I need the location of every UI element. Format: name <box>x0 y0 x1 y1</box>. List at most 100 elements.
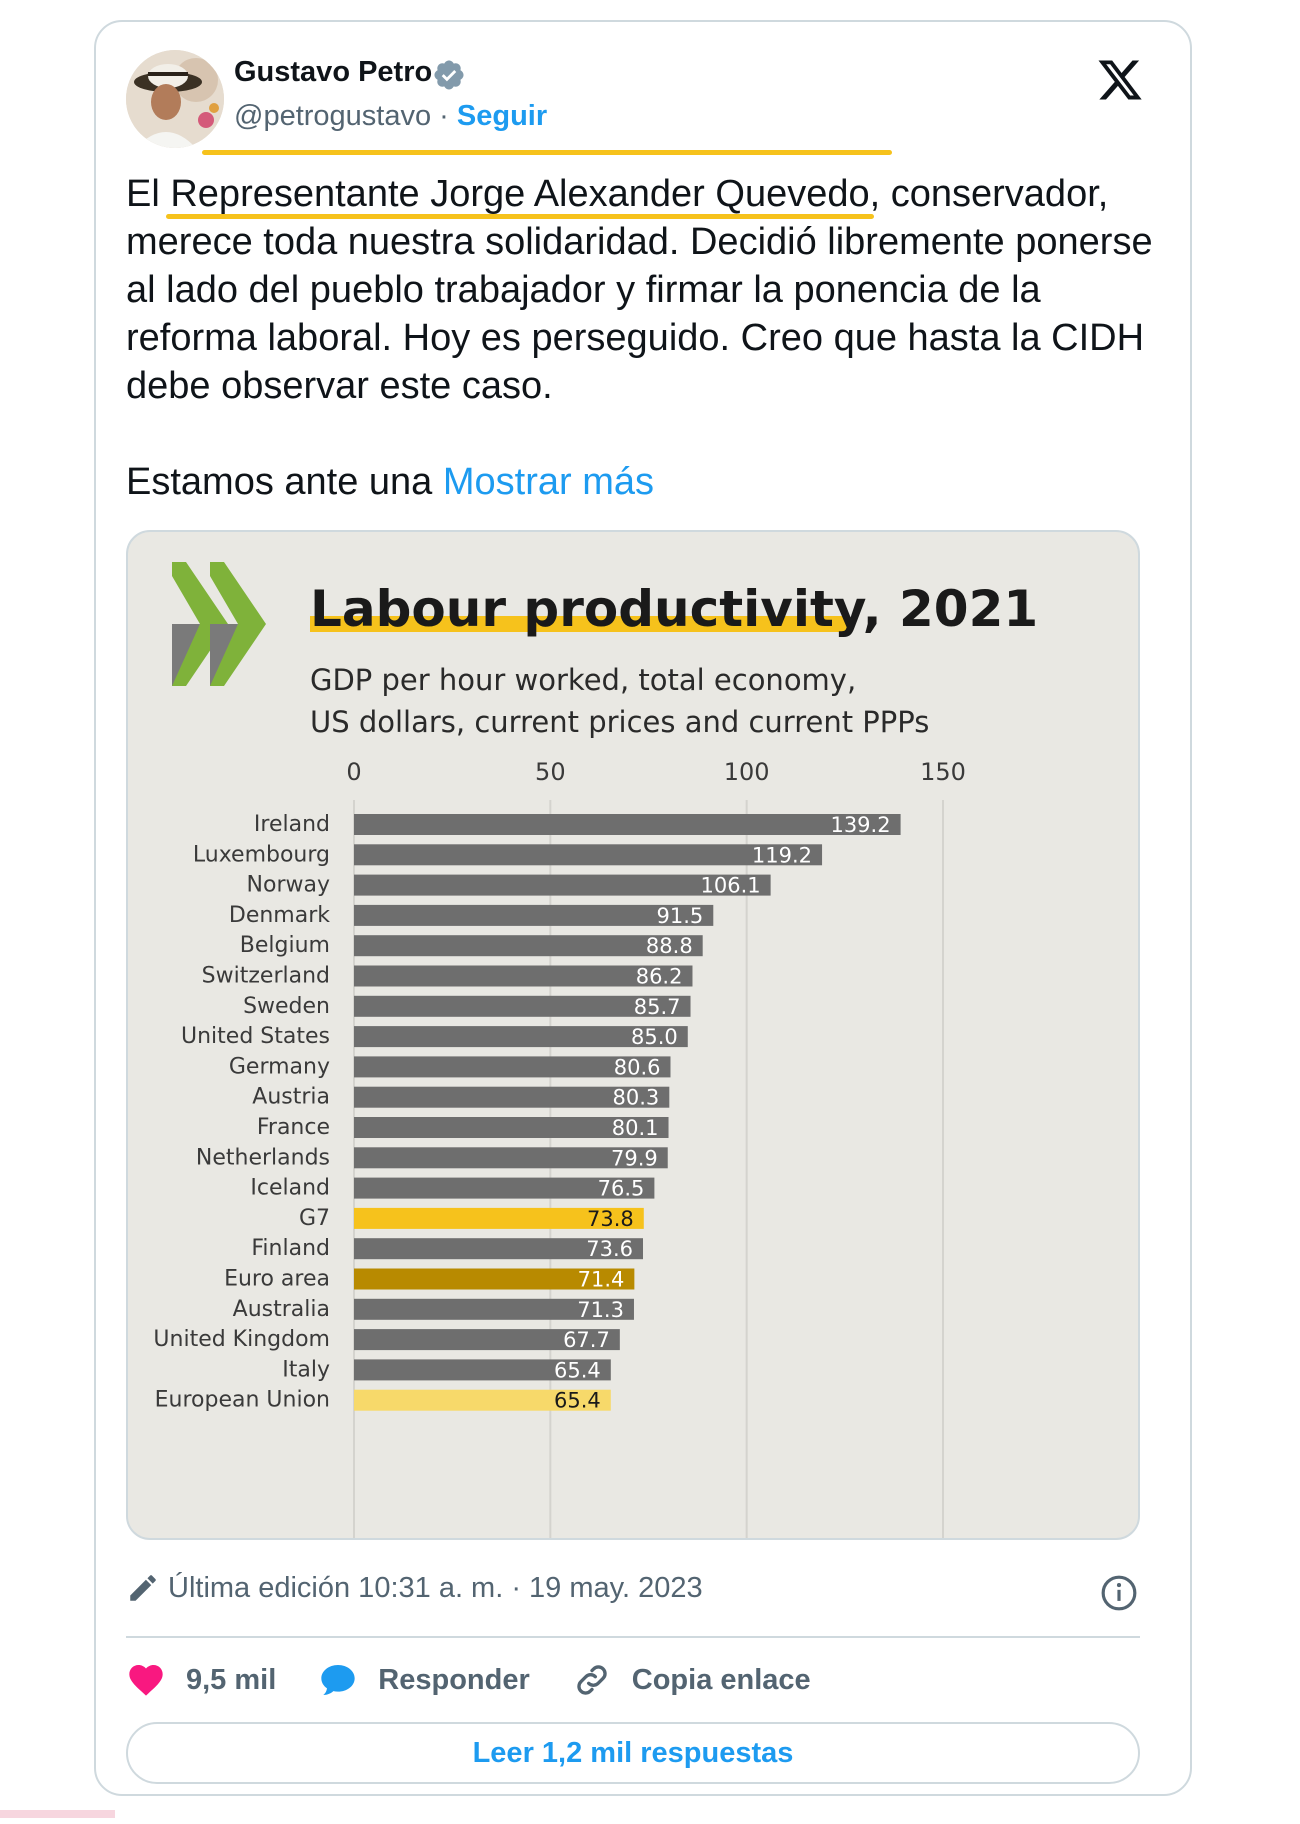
x-tick-label: 150 <box>920 758 966 786</box>
bar-iceland <box>354 1177 655 1199</box>
tweet-paragraph-2: Estamos ante una Mostrar más <box>126 458 1166 506</box>
value-label: 106.1 <box>700 874 760 898</box>
tweet-media-image[interactable]: Labour productivity, 2021 GDP per hour w… <box>126 530 1140 1540</box>
x-tick-label: 50 <box>535 758 566 786</box>
highlighted-name: Representante Jorge Alexander Quevedo <box>170 173 870 215</box>
value-label: 80.3 <box>613 1086 660 1110</box>
copy-link-label: Copia enlace <box>631 1663 811 1696</box>
value-label: 65.4 <box>554 1389 601 1413</box>
info-icon[interactable] <box>1100 1574 1138 1612</box>
category-label: Australia <box>233 1297 330 1322</box>
value-label: 85.7 <box>634 995 681 1019</box>
category-label: Finland <box>251 1236 330 1261</box>
avatar[interactable] <box>126 50 224 148</box>
verified-badge-icon <box>434 60 464 90</box>
like-count: 9,5 mil <box>186 1663 277 1696</box>
bar-united-kingdom <box>354 1329 620 1351</box>
bar-euro-area <box>354 1268 635 1290</box>
category-label: Denmark <box>229 903 330 928</box>
show-more-link[interactable]: Mostrar más <box>442 461 654 503</box>
category-label: Sweden <box>243 994 330 1019</box>
tweet-text: El Representante Jorge Alexander Quevedo… <box>126 170 1166 506</box>
tweet-card: Gustavo Petro @petrogustavo · Seguir El … <box>94 20 1192 1796</box>
tweet-text-start: El <box>126 173 171 215</box>
bar-european-union <box>354 1389 611 1411</box>
category-label: G7 <box>299 1206 330 1231</box>
value-label: 73.8 <box>587 1207 634 1231</box>
category-label: France <box>257 1115 330 1140</box>
copy-link-button[interactable]: Copia enlace <box>572 1660 811 1700</box>
category-label: United Kingdom <box>153 1327 330 1352</box>
value-label: 71.3 <box>577 1298 624 1322</box>
labour-productivity-chart: Labour productivity, 2021 GDP per hour w… <box>153 562 1038 1538</box>
bar-germany <box>354 1056 671 1078</box>
category-label: Italy <box>282 1357 330 1382</box>
category-label: Ireland <box>254 812 330 837</box>
title-highlight <box>310 616 850 632</box>
bar-switzerland <box>354 965 693 987</box>
bar-france <box>354 1117 669 1138</box>
reply-bubble-icon <box>321 1665 355 1695</box>
category-label: Iceland <box>250 1176 330 1201</box>
heart-icon <box>129 1665 163 1696</box>
highlight-stroke <box>202 150 892 155</box>
bar-belgium <box>354 935 703 957</box>
x-tick-label: 0 <box>346 758 361 786</box>
chart-subtitle-1: GDP per hour worked, total economy, <box>310 663 856 697</box>
bar-norway <box>354 874 771 896</box>
page-edge-decoration <box>0 1810 115 1818</box>
value-label: 91.5 <box>657 904 704 928</box>
value-label: 79.9 <box>611 1146 658 1170</box>
bar-australia <box>354 1298 634 1320</box>
author-name[interactable]: Gustavo Petro <box>234 56 433 88</box>
oecd-logo-icon <box>172 562 266 686</box>
handle-row: @petrogustavo · Seguir <box>234 100 547 133</box>
reply-button[interactable]: Responder <box>318 1660 530 1700</box>
bar-finland <box>354 1238 644 1260</box>
edited-info[interactable]: Última edición 10:31 a. m. · 19 may. 202… <box>126 1566 703 1610</box>
value-label: 65.4 <box>554 1358 601 1382</box>
category-label: Belgium <box>240 933 330 958</box>
action-bar: 9,5 mil Responder Copia enlace <box>126 1652 853 1708</box>
value-label: 80.1 <box>612 1116 659 1140</box>
pencil-icon <box>130 1575 156 1601</box>
user-handle[interactable]: @petrogustavo <box>234 100 432 132</box>
chart-subtitle-2: US dollars, current prices and current P… <box>310 705 929 739</box>
value-label: 119.2 <box>752 843 812 867</box>
value-label: 71.4 <box>578 1268 625 1292</box>
bar-italy <box>354 1359 611 1381</box>
value-label: 73.6 <box>586 1237 633 1261</box>
read-replies-button[interactable]: Leer 1,2 mil respuestas <box>126 1722 1140 1784</box>
follow-button[interactable]: Seguir <box>456 100 548 132</box>
value-label: 139.2 <box>830 813 890 837</box>
bar-luxembourg <box>354 844 823 866</box>
category-label: United States <box>181 1024 330 1049</box>
bar-united-states <box>354 1026 688 1048</box>
category-label: Luxembourg <box>193 842 330 867</box>
divider <box>126 1636 1140 1638</box>
handle-separator: · <box>439 100 449 132</box>
tweet-paragraph: El Representante Jorge Alexander Quevedo… <box>126 170 1166 410</box>
like-button[interactable]: 9,5 mil <box>126 1660 276 1700</box>
value-label: 88.8 <box>646 934 693 958</box>
category-label: Netherlands <box>196 1145 330 1170</box>
category-label: Austria <box>252 1085 330 1110</box>
bar-denmark <box>354 904 714 926</box>
link-icon <box>577 1665 607 1695</box>
bar-ireland <box>354 814 901 835</box>
x-tick-label: 100 <box>724 758 770 786</box>
reply-label: Responder <box>378 1663 530 1696</box>
bar-austria <box>354 1086 670 1108</box>
category-label: European Union <box>155 1388 330 1413</box>
bar-g7 <box>354 1207 644 1229</box>
value-label: 85.0 <box>631 1025 678 1049</box>
bar-netherlands <box>354 1147 668 1169</box>
category-label: Euro area <box>224 1267 330 1292</box>
edited-text: Última edición 10:31 a. m. · 19 may. 202… <box>168 1571 703 1604</box>
value-label: 67.7 <box>563 1328 610 1352</box>
x-logo-icon[interactable] <box>1096 56 1144 104</box>
value-label: 76.5 <box>598 1177 645 1201</box>
tweet-text-second: Estamos ante una <box>126 461 443 503</box>
bar-sweden <box>354 995 691 1017</box>
tweet-text-rest: , conservador, merece toda nuestra solid… <box>126 173 1153 407</box>
